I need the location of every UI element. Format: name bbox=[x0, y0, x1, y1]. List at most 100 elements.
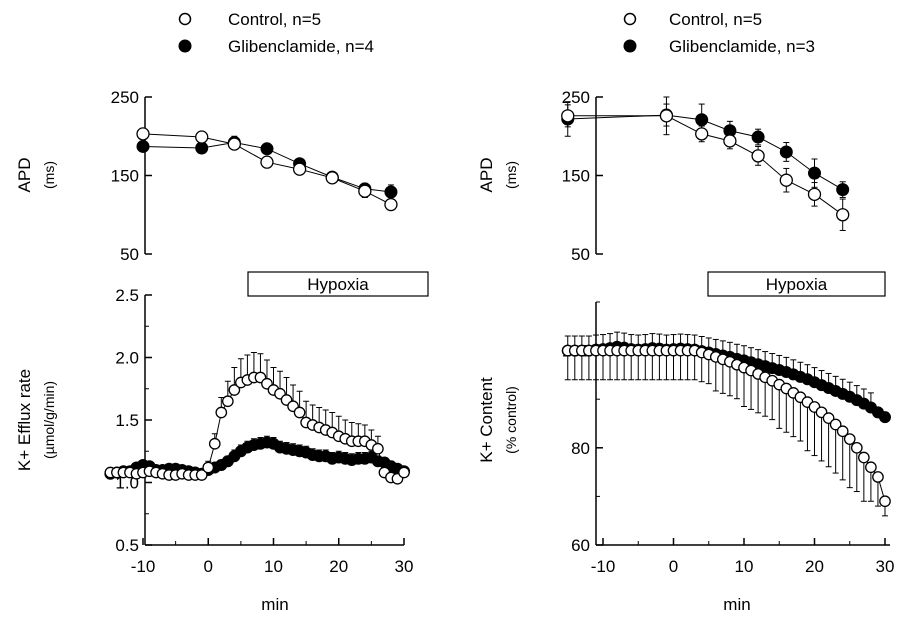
data-point-open bbox=[561, 109, 575, 123]
data-point-open bbox=[695, 127, 709, 141]
data-point-open bbox=[843, 433, 856, 445]
x-tick-label: 20 bbox=[329, 557, 348, 576]
data-point-open bbox=[227, 137, 242, 151]
legend-label-control: Control, n=5 bbox=[228, 10, 321, 29]
x-tick-label: -10 bbox=[591, 557, 616, 576]
x-tick-label: -10 bbox=[131, 557, 156, 576]
y-tick-label: 2.5 bbox=[115, 286, 139, 305]
y-tick-label: 150 bbox=[111, 167, 139, 186]
x-tick-label: 10 bbox=[264, 557, 283, 576]
data-point-filled bbox=[195, 141, 209, 155]
panel-apd-right: 50 150 250 bbox=[561, 88, 850, 264]
data-point-open bbox=[879, 495, 891, 508]
y-tick-label: 250 bbox=[111, 88, 139, 107]
y-tick-label: 1.5 bbox=[115, 411, 139, 430]
panel-apd-left: 50 150 250 bbox=[111, 88, 398, 264]
ylabel-sub-apd-right: (ms) bbox=[503, 161, 519, 189]
ylabel-sub-content-right: (% control) bbox=[503, 386, 519, 454]
data-point-open bbox=[723, 134, 737, 148]
data-point-filled bbox=[779, 145, 793, 159]
data-point-open bbox=[208, 437, 221, 450]
legend-label-control: Control, n=5 bbox=[669, 10, 762, 29]
x-tick-label: 0 bbox=[204, 557, 213, 576]
data-point-open bbox=[228, 384, 241, 396]
data-point-open bbox=[829, 418, 842, 431]
data-point-filled bbox=[751, 130, 765, 144]
legend-marker-filled bbox=[178, 39, 192, 53]
data-point-filled bbox=[723, 124, 737, 138]
legend-marker-open bbox=[623, 12, 637, 26]
data-point-open bbox=[659, 109, 674, 123]
data-point-open bbox=[221, 395, 234, 408]
legend-left: Control, n=5 Glibenclamide, n=4 bbox=[178, 10, 374, 56]
data-point-filled bbox=[695, 113, 709, 127]
data-point-open bbox=[358, 184, 372, 198]
series-line bbox=[567, 114, 843, 191]
ylabel-sub-efflux-left: (µmol/g/min) bbox=[41, 381, 57, 459]
x-tick-label: 0 bbox=[669, 557, 678, 576]
data-point-open bbox=[836, 208, 850, 222]
y-tick-label: 50 bbox=[571, 245, 590, 264]
x-tick-label: 20 bbox=[805, 557, 824, 576]
axis-title-apd-right: APD (ms) bbox=[477, 158, 519, 193]
hypoxia-label: Hypoxia bbox=[766, 275, 828, 294]
data-point-open bbox=[865, 461, 877, 474]
data-point-open bbox=[872, 471, 884, 483]
data-point-open bbox=[857, 451, 870, 464]
data-point-open bbox=[195, 469, 208, 481]
axis-title-efflux-left: K+ Efflux rate (µmol/g/min) bbox=[15, 369, 57, 471]
legend-label-glibenclamide: Glibenclamide, n=3 bbox=[669, 37, 815, 56]
data-point-open bbox=[292, 162, 307, 176]
data-point-open bbox=[325, 171, 339, 185]
y-tick-label: 80 bbox=[571, 439, 590, 458]
y-tick-label: 2.0 bbox=[115, 349, 139, 368]
hypoxia-box bbox=[707, 271, 886, 297]
data-point-open bbox=[807, 187, 822, 201]
data-point-open bbox=[372, 442, 384, 455]
xlabel-right: min bbox=[723, 595, 750, 614]
legend-marker-open bbox=[178, 12, 192, 26]
y-tick-label: 60 bbox=[571, 536, 590, 555]
data-point-open bbox=[850, 441, 863, 454]
axis-title-apd-left: APD (ms) bbox=[15, 158, 57, 193]
data-point-open bbox=[260, 155, 274, 169]
data-point-open bbox=[779, 173, 793, 187]
data-point-open bbox=[136, 127, 150, 141]
ylabel-apd-left: APD bbox=[15, 158, 34, 193]
data-point-open bbox=[195, 130, 209, 144]
xlabel-left: min bbox=[261, 595, 288, 614]
data-point-filled bbox=[260, 142, 274, 156]
y-tick-label: 50 bbox=[120, 245, 139, 264]
data-point-open bbox=[202, 461, 215, 474]
axis-title-content-right: K+ Content (% control) bbox=[477, 377, 519, 463]
data-point-filled bbox=[384, 185, 398, 199]
data-point-open bbox=[836, 425, 849, 438]
data-point-filled bbox=[808, 166, 821, 180]
x-tick-label: 30 bbox=[876, 557, 895, 576]
data-point-open bbox=[398, 466, 410, 479]
ylabel-content-right: K+ Content bbox=[477, 377, 496, 463]
data-point-open bbox=[384, 197, 398, 212]
hypoxia-label: Hypoxia bbox=[307, 275, 369, 294]
y-tick-label: 0.5 bbox=[115, 536, 139, 555]
legend-right: Control, n=5 Glibenclamide, n=3 bbox=[623, 10, 815, 56]
ylabel-efflux-left: K+ Efflux rate bbox=[15, 369, 34, 471]
y-tick-label: 150 bbox=[562, 167, 590, 186]
data-point-open bbox=[293, 406, 306, 419]
x-tick-label: 30 bbox=[395, 557, 414, 576]
data-point-filled bbox=[136, 139, 150, 153]
y-tick-label: 250 bbox=[562, 88, 590, 107]
data-point-open bbox=[215, 406, 228, 419]
data-point-filled bbox=[879, 411, 891, 424]
hypoxia-box bbox=[247, 271, 429, 297]
legend-marker-filled bbox=[623, 39, 637, 53]
data-point-open bbox=[751, 149, 765, 163]
legend-label-glibenclamide: Glibenclamide, n=4 bbox=[228, 37, 374, 56]
data-point-filled bbox=[836, 183, 850, 197]
x-tick-label: 10 bbox=[735, 557, 754, 576]
ylabel-sub-apd-left: (ms) bbox=[41, 161, 57, 189]
ylabel-apd-right: APD bbox=[477, 158, 496, 193]
